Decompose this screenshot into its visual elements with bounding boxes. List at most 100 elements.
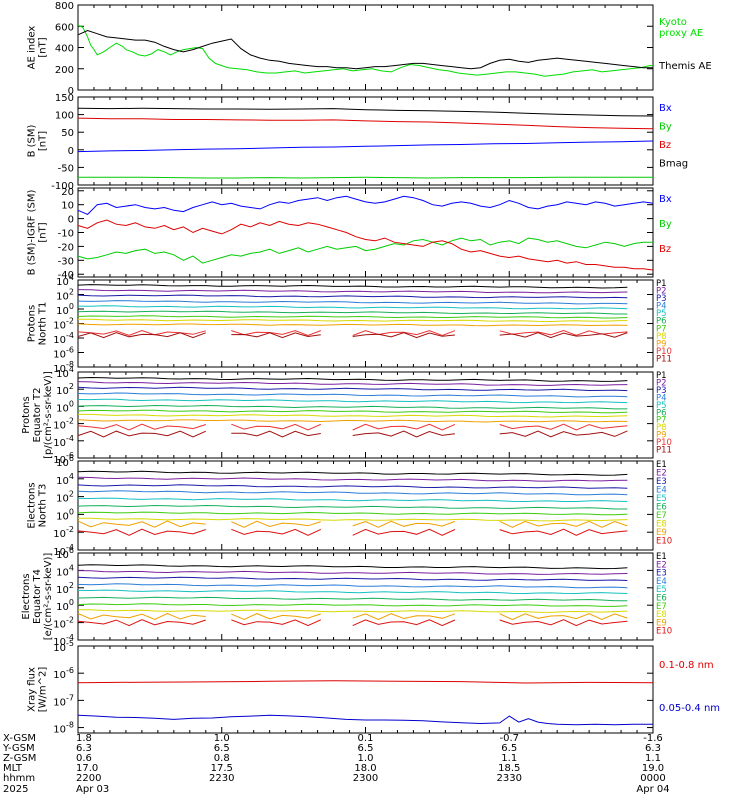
series-line-2 bbox=[77, 237, 653, 264]
series-line-10 bbox=[499, 619, 628, 627]
panel-frame bbox=[77, 279, 654, 368]
y-tick-label: 10-4 bbox=[53, 434, 74, 449]
x-tick-label: 2300 bbox=[353, 773, 378, 784]
x-tick-label: Apr 03 bbox=[76, 784, 109, 795]
series-line-10 bbox=[231, 423, 322, 431]
series-line-1 bbox=[77, 140, 654, 153]
legend-label: E1 bbox=[656, 552, 667, 562]
series-line-7 bbox=[77, 409, 628, 414]
x-tick-label: 0.1 bbox=[358, 733, 374, 744]
series-line-2 bbox=[77, 570, 628, 575]
series-line-3 bbox=[77, 484, 628, 489]
legend-label: 0.1-0.8 nm bbox=[659, 660, 714, 671]
legend-label: P1 bbox=[656, 371, 667, 381]
x-tick-label: 1.1 bbox=[645, 753, 661, 764]
y-tick-label: 10-6 bbox=[53, 451, 74, 466]
series-line-8 bbox=[78, 609, 628, 613]
legend-label: proxy AE bbox=[659, 28, 703, 39]
series-line-11 bbox=[77, 430, 207, 438]
legend-label: E5 bbox=[656, 585, 667, 595]
legend-label: Bmag bbox=[659, 159, 688, 170]
x-tick-label: 2200 bbox=[76, 773, 101, 784]
y-tick-label: 10 bbox=[61, 201, 74, 212]
series-line-10 bbox=[77, 528, 206, 536]
y-axis-label: ProtonsNorth T1 bbox=[27, 302, 49, 346]
series-line-3 bbox=[77, 219, 654, 271]
series-line-10 bbox=[499, 528, 628, 536]
x-tick-label: 0.8 bbox=[214, 753, 230, 764]
legend-label: E7 bbox=[656, 511, 667, 521]
legend-label: E4 bbox=[656, 577, 667, 587]
y-tick-label: 102 bbox=[56, 581, 74, 596]
x-row-label: Y-GSM bbox=[2, 743, 35, 754]
y-tick-label: 10-2 bbox=[53, 616, 74, 631]
legend-label: P4 bbox=[656, 393, 667, 403]
y-tick-label: 100 bbox=[56, 507, 74, 522]
series-line-10 bbox=[352, 423, 456, 431]
series-line-5 bbox=[77, 398, 628, 404]
y-tick-label: 100 bbox=[56, 302, 74, 317]
series-line-2 bbox=[77, 476, 628, 482]
y-tick-label: 104 bbox=[56, 563, 74, 578]
x-row-label: Z-GSM bbox=[3, 753, 36, 764]
series-line-4 bbox=[77, 392, 628, 398]
series-line-3 bbox=[77, 576, 628, 581]
y-axis-label: B (SM)-IGRF (SM)[nT] bbox=[27, 190, 49, 276]
series-line-3 bbox=[77, 386, 628, 392]
legend-label: Bx bbox=[659, 194, 672, 205]
series-line-10 bbox=[231, 619, 322, 627]
series-line-10 bbox=[77, 329, 206, 336]
x-axis-table: X-GSMY-GSMZ-GSMMLThhmm20251.86.30.617.02… bbox=[2, 733, 670, 795]
series-line-1 bbox=[77, 24, 653, 77]
legend-label: P1 bbox=[656, 279, 667, 289]
y-tick-label: 10-4 bbox=[53, 633, 74, 648]
series-line-10 bbox=[352, 528, 456, 536]
series-line-8 bbox=[78, 413, 628, 418]
chart-panel-2: -100 -50 0 50 100 150 Bx By Bz Bmag B (SM)[nT] bbox=[27, 93, 689, 192]
series-line-4 bbox=[77, 583, 628, 589]
y-tick-label: -40 bbox=[58, 270, 74, 281]
legend-label: P3 bbox=[656, 294, 667, 304]
series-line-9 bbox=[499, 520, 628, 528]
series-line-4 bbox=[77, 490, 628, 496]
legend-label: E4 bbox=[656, 486, 667, 496]
y-tick-label: 10-2 bbox=[53, 317, 74, 332]
x-row-label: MLT bbox=[3, 763, 23, 774]
series-line-10 bbox=[77, 619, 206, 627]
series-line-9 bbox=[77, 419, 628, 423]
series-line-6 bbox=[77, 596, 628, 602]
series-line-10 bbox=[352, 619, 456, 627]
series-line-4 bbox=[77, 107, 654, 117]
series-line-2 bbox=[78, 176, 653, 179]
y-axis-label: ElectronsNorth T3 bbox=[27, 482, 49, 528]
y-tick-label: 10-5 bbox=[53, 639, 74, 654]
legend-label: Themis AE bbox=[658, 61, 712, 72]
series-line-11 bbox=[499, 430, 628, 438]
y-tick-label: 106 bbox=[56, 546, 74, 561]
y-tick-label: -50 bbox=[58, 163, 74, 174]
x-tick-label: 6.5 bbox=[501, 743, 517, 754]
y-tick-label: 0 bbox=[68, 215, 74, 226]
y-tick-label: -20 bbox=[58, 242, 74, 253]
series-line-8 bbox=[78, 517, 628, 522]
panel-frame bbox=[77, 4, 654, 91]
series-line-5 bbox=[77, 305, 628, 310]
series-line-11 bbox=[231, 332, 321, 339]
y-tick-label: 10-8 bbox=[53, 360, 74, 375]
legend-label: E9 bbox=[656, 528, 667, 538]
x-tick-label: 0000 bbox=[640, 773, 665, 784]
x-tick-label: -0.7 bbox=[499, 733, 519, 744]
series-line-10 bbox=[77, 423, 206, 431]
series-line-6 bbox=[77, 504, 628, 510]
chart-panel-3: -40 -30 -20 -10 0 10 20 Bx By Bz B (SM)-IGRF (SM)[… bbox=[27, 187, 672, 281]
legend-label: E8 bbox=[656, 610, 667, 620]
y-tick-label: 0 bbox=[68, 146, 74, 157]
series-line-11 bbox=[499, 332, 628, 339]
series-line-11 bbox=[77, 332, 206, 339]
x-tick-label: 1.8 bbox=[76, 733, 92, 744]
x-tick-label: 1.0 bbox=[358, 753, 374, 764]
